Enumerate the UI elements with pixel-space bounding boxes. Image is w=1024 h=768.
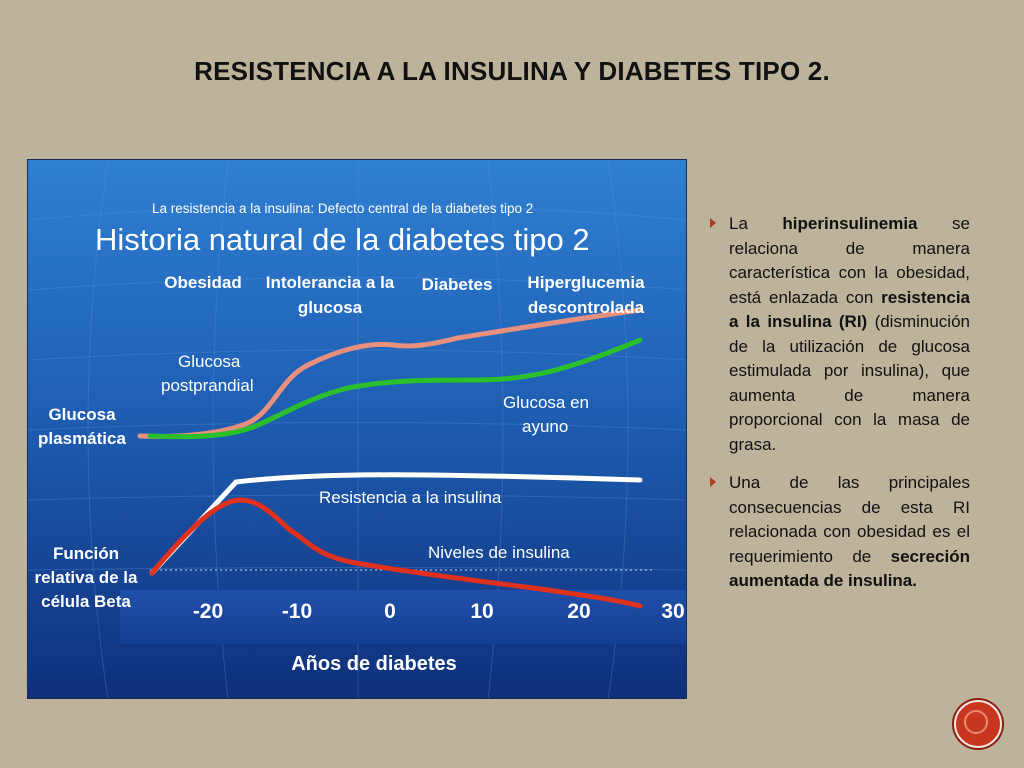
bullet-arrow-icon xyxy=(710,477,716,487)
stage-label-hyperglycemia-2: descontrolada xyxy=(528,298,645,317)
bullet-text: La xyxy=(729,214,783,233)
stage-label-hyperglycemia: Hiperglucemia xyxy=(527,273,645,292)
slide-title: RESISTENCIA A LA INSULINA Y DIABETES TIP… xyxy=(194,56,830,86)
left-label-beta-2: relativa de la xyxy=(34,568,138,587)
fasting-glucose-curve xyxy=(147,337,643,440)
label-fasting-2: ayuno xyxy=(522,417,568,436)
next-slide-button[interactable] xyxy=(954,700,1002,748)
left-label-beta-3: célula Beta xyxy=(41,592,131,611)
bullet-text: Una de las principales consecuencias de … xyxy=(729,473,970,566)
label-postprandial: Glucosa xyxy=(178,352,241,371)
axis-tick: 30 xyxy=(661,600,684,623)
bullet-item: Una de las principales consecuencias de … xyxy=(708,471,970,594)
bullet-list: La hiperinsulinemia se relaciona de mane… xyxy=(708,212,970,608)
left-label-glucose: Glucosa xyxy=(48,405,116,424)
axis-tick: 0 xyxy=(384,600,396,623)
bullet-text-bold: secreción aumentada de insulina. xyxy=(729,546,970,591)
stage-label-intolerance: Intolerancia a la xyxy=(266,273,395,292)
label-insulin: Niveles de insulina xyxy=(428,543,570,562)
bullet-text-bold: hiperinsulinemia xyxy=(782,214,918,233)
label-fasting: Glucosa en xyxy=(503,393,589,412)
bullet-arrow-icon xyxy=(710,218,716,228)
axis-label: Años de diabetes xyxy=(291,653,457,675)
axis-tick: -10 xyxy=(282,600,312,623)
stage-label-diabetes: Diabetes xyxy=(422,275,493,294)
figure-title: Historia natural de la diabetes tipo 2 xyxy=(95,222,590,257)
left-label-beta: Función xyxy=(53,544,119,563)
bullet-text: (disminución de la utilización de glucos… xyxy=(729,312,970,454)
axis-tick: -20 xyxy=(193,600,223,623)
next-slide-icon xyxy=(964,710,988,734)
left-label-glucose-2: plasmática xyxy=(38,429,126,448)
postprandial-glucose-curve xyxy=(137,307,643,440)
natural-history-figure: La resistencia a la insulina: Defecto ce… xyxy=(27,159,687,699)
insulin-levels-curve xyxy=(149,497,643,609)
insulin-resistance-curve xyxy=(149,472,643,576)
stage-label-intolerance-2: glucosa xyxy=(298,298,363,317)
bullet-text-bold: resistencia a la insulina (RI) xyxy=(729,287,970,332)
bullet-text: se relaciona de manera característica co… xyxy=(729,214,970,307)
figure-subtitle: La resistencia a la insulina: Defecto ce… xyxy=(152,201,533,216)
label-resistance: Resistencia a la insulina xyxy=(319,488,502,507)
axis-tick: 10 xyxy=(470,600,493,623)
label-postprandial-2: postprandial xyxy=(161,376,254,395)
axis-tick: 20 xyxy=(567,600,590,623)
stage-label-obesity: Obesidad xyxy=(164,273,241,292)
bullet-item: La hiperinsulinemia se relaciona de mane… xyxy=(708,212,970,457)
